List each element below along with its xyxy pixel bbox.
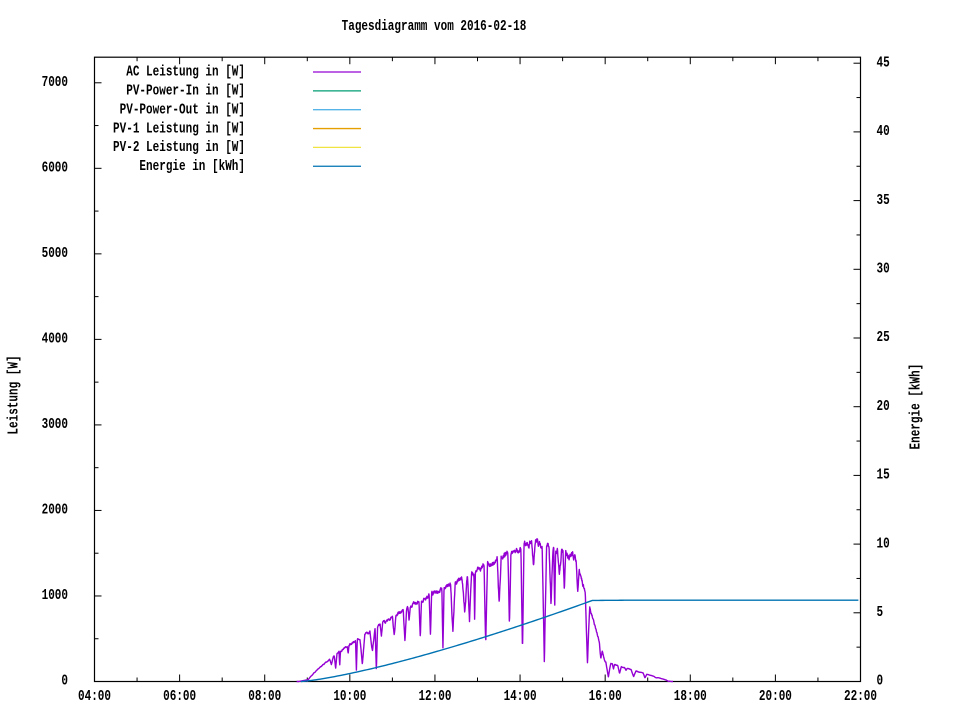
svg-text:5: 5 <box>877 604 884 621</box>
svg-text:20: 20 <box>877 398 890 415</box>
svg-text:5000: 5000 <box>42 245 68 262</box>
svg-text:PV-Power-Out in [W]: PV-Power-Out in [W] <box>120 101 245 118</box>
svg-text:06:00: 06:00 <box>163 688 196 705</box>
svg-text:08:00: 08:00 <box>248 688 281 705</box>
svg-text:20:00: 20:00 <box>759 688 792 705</box>
svg-text:10:00: 10:00 <box>333 688 366 705</box>
svg-text:16:00: 16:00 <box>589 688 622 705</box>
svg-text:1000: 1000 <box>42 587 68 604</box>
svg-text:Energie in [kWh]: Energie in [kWh] <box>139 158 245 175</box>
svg-text:PV-2 Leistung in [W]: PV-2 Leistung in [W] <box>113 139 245 156</box>
svg-text:PV-1 Leistung in [W]: PV-1 Leistung in [W] <box>113 120 245 137</box>
svg-text:12:00: 12:00 <box>418 688 451 705</box>
svg-text:Tagesdiagramm vom 2016-02-18: Tagesdiagramm vom 2016-02-18 <box>342 18 527 35</box>
svg-text:PV-Power-In in [W]: PV-Power-In in [W] <box>126 82 245 99</box>
svg-text:30: 30 <box>877 260 890 277</box>
svg-text:18:00: 18:00 <box>674 688 707 705</box>
svg-text:25: 25 <box>877 329 890 346</box>
svg-text:15: 15 <box>877 466 890 483</box>
svg-text:04:00: 04:00 <box>78 688 111 705</box>
svg-text:6000: 6000 <box>42 159 68 176</box>
svg-text:14:00: 14:00 <box>504 688 537 705</box>
svg-text:AC Leistung in [W]: AC Leistung in [W] <box>126 63 245 80</box>
svg-text:2000: 2000 <box>42 501 68 518</box>
svg-text:10: 10 <box>877 535 890 552</box>
svg-text:0: 0 <box>877 672 884 689</box>
svg-text:0: 0 <box>61 672 68 689</box>
svg-text:35: 35 <box>877 191 890 208</box>
svg-text:45: 45 <box>877 54 890 71</box>
svg-text:22:00: 22:00 <box>844 688 877 705</box>
svg-text:Leistung [W]: Leistung [W] <box>5 355 22 434</box>
svg-text:3000: 3000 <box>42 416 68 433</box>
svg-text:Energie [kWh]: Energie [kWh] <box>907 364 924 450</box>
svg-text:7000: 7000 <box>42 74 68 91</box>
svg-text:40: 40 <box>877 123 890 140</box>
svg-text:4000: 4000 <box>42 330 68 347</box>
